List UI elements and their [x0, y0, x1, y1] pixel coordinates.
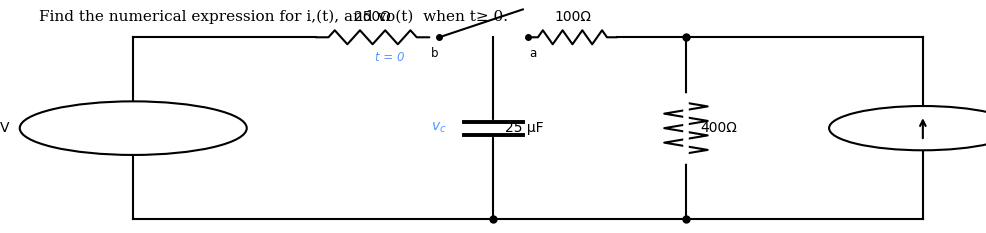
- Text: 25 μF: 25 μF: [505, 121, 543, 135]
- Text: 100Ω: 100Ω: [553, 10, 591, 24]
- Text: 10 V: 10 V: [0, 121, 10, 135]
- Text: Find the numerical expression for i,(t), and vo(t)  when t≥ 0.: Find the numerical expression for i,(t),…: [39, 9, 508, 24]
- Text: b: b: [430, 47, 438, 60]
- Text: $v_c$: $v_c$: [430, 121, 446, 135]
- Circle shape: [20, 101, 246, 155]
- Text: a: a: [528, 47, 536, 60]
- Text: 250Ω: 250Ω: [354, 10, 390, 24]
- Text: t = 0: t = 0: [375, 51, 404, 64]
- Circle shape: [828, 106, 986, 150]
- Text: 400Ω: 400Ω: [700, 121, 737, 135]
